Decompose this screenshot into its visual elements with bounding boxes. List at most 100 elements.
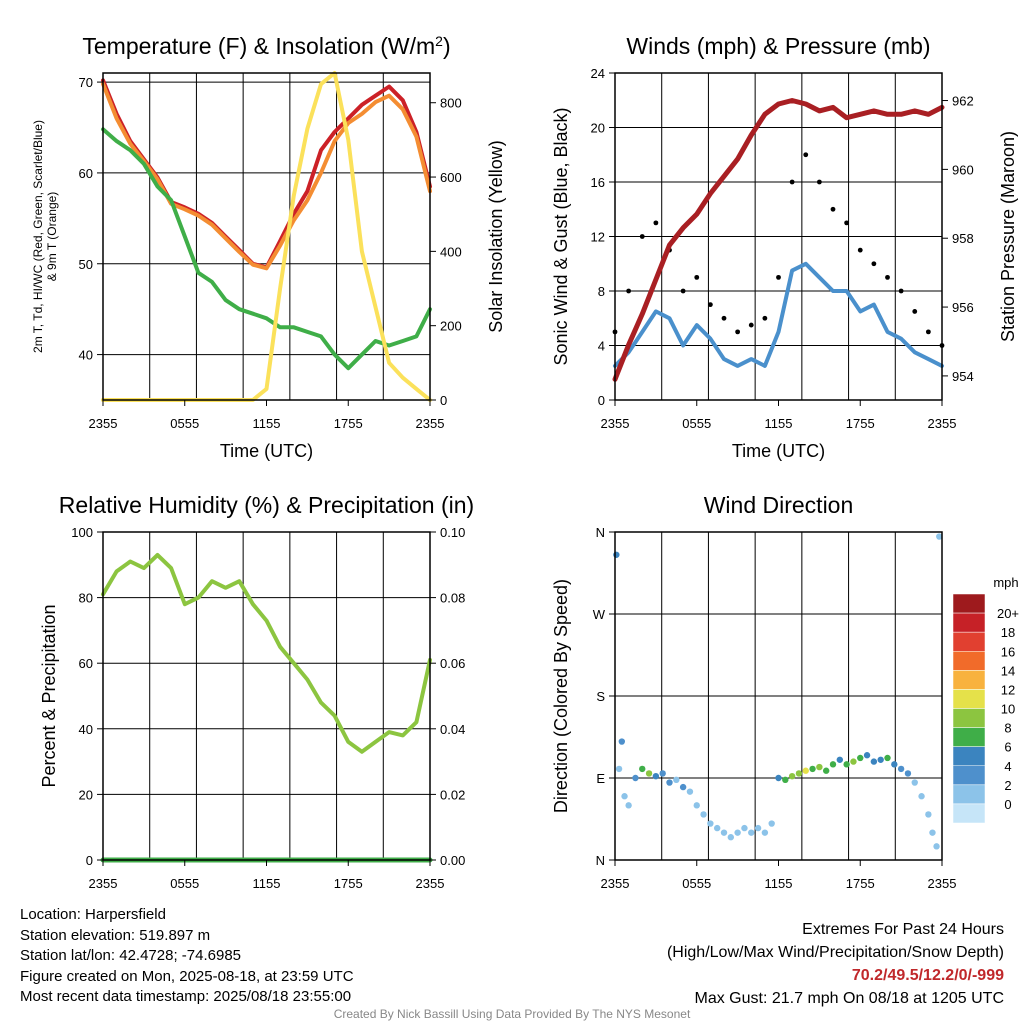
direction-point xyxy=(802,767,809,774)
y-tick-label: N xyxy=(596,525,605,540)
y-tick-label: S xyxy=(596,689,605,704)
colorbar-label: 18 xyxy=(1001,625,1015,640)
direction-point xyxy=(652,772,660,780)
gust-point xyxy=(789,179,795,185)
colorbar-swatch xyxy=(952,593,986,614)
direction-point xyxy=(782,776,789,784)
colorbar-label: 10 xyxy=(1001,702,1015,717)
direction-point xyxy=(904,770,912,777)
x-tick-label: 0555 xyxy=(170,876,199,891)
series-line-3 xyxy=(612,98,945,382)
x-tick-label: 2355 xyxy=(601,876,630,891)
direction-point xyxy=(615,765,623,773)
x-tick-label: 0555 xyxy=(170,416,199,431)
direction-point xyxy=(843,761,850,768)
y2-tick-label: 800 xyxy=(440,96,462,111)
y-tick-label: 40 xyxy=(79,722,93,737)
gust-point xyxy=(653,220,659,226)
y2-tick-label: 0.00 xyxy=(440,853,465,868)
credit-line: Created By Nick Bassill Using Data Provi… xyxy=(333,1007,691,1021)
y-axis-label: 2m T, Td, HI/WC (Red, Green, Scarlet/Blu… xyxy=(31,120,45,353)
x-axis-label: Time (UTC) xyxy=(732,441,825,461)
y-axis-label: Direction (Colored By Speed) xyxy=(551,579,571,813)
x-tick-label: 1755 xyxy=(334,876,363,891)
y-tick-label: 70 xyxy=(79,75,93,90)
gust-point xyxy=(925,329,931,335)
y2-tick-label: 600 xyxy=(440,170,462,185)
y2-tick-label: 0.06 xyxy=(440,656,465,671)
series-line-1 xyxy=(101,553,432,754)
colorbar-label: 12 xyxy=(1001,682,1015,697)
y-tick-label: 20 xyxy=(79,787,93,802)
series-line-1 xyxy=(613,261,944,368)
direction-point xyxy=(673,776,680,784)
gust-point xyxy=(816,179,822,185)
station-location: Location: Harpersfield xyxy=(20,906,166,923)
y-tick-label: 0 xyxy=(86,853,93,868)
grid xyxy=(103,73,430,400)
direction-point xyxy=(679,783,687,791)
panel-1: 40 50 60 70 0 200 400 600 800 2355 0555 1155 1755 235… xyxy=(31,33,506,461)
gust-point xyxy=(857,247,863,253)
gust-point xyxy=(748,322,754,328)
gust-point xyxy=(871,261,877,267)
y-tick-label: 20 xyxy=(591,121,605,136)
gust-point xyxy=(803,152,809,158)
direction-point xyxy=(707,820,714,827)
x-tick-label: 2355 xyxy=(928,876,957,891)
series-line-2 xyxy=(101,81,432,271)
direction-point xyxy=(754,824,762,832)
direction-point xyxy=(775,774,782,782)
direction-point xyxy=(795,770,803,777)
gust-point xyxy=(639,234,645,239)
y-tick-label: 0 xyxy=(598,393,605,408)
direction-point xyxy=(613,551,620,558)
panel-title: Relative Humidity (%) & Precipitation (i… xyxy=(59,492,474,518)
x-tick-label: 1755 xyxy=(846,416,875,431)
grid xyxy=(615,73,942,400)
x-tick-label: 2355 xyxy=(89,876,118,891)
direction-point xyxy=(870,758,878,765)
plot-frame xyxy=(102,531,431,861)
direction-point xyxy=(863,752,871,759)
direction-point xyxy=(925,811,932,818)
colorbar-label: 4 xyxy=(1004,759,1011,774)
direction-point xyxy=(761,829,769,836)
gust-point xyxy=(912,309,918,314)
y-tick-label: 100 xyxy=(71,525,93,540)
y2-axis-label: Solar Insolation (Yellow) xyxy=(486,140,506,332)
y-tick-label: W xyxy=(593,607,606,622)
colorbar-swatch xyxy=(952,765,986,786)
direction-point xyxy=(936,533,943,540)
colorbar-label: 8 xyxy=(1004,721,1011,736)
y-tick-label: 60 xyxy=(79,166,93,181)
direction-point xyxy=(809,765,816,773)
y-axis-label-2: & 9m T (Orange) xyxy=(45,192,59,282)
colorbar-unit: mph xyxy=(993,575,1018,590)
x-tick-label: 1155 xyxy=(765,876,793,891)
y2-tick-label: 0 xyxy=(440,393,447,408)
colorbar-swatch xyxy=(952,631,986,652)
direction-point xyxy=(857,754,864,762)
x-tick-label: 1155 xyxy=(765,416,793,431)
x-tick-label: 1755 xyxy=(334,416,363,431)
gust-point xyxy=(762,315,768,321)
y-tick-label: 80 xyxy=(79,591,93,606)
extremes-box: Extremes For Past 24 Hours (High/Low/Max… xyxy=(584,918,1004,1010)
y2-tick-label: 954 xyxy=(952,369,974,384)
direction-point xyxy=(933,843,940,850)
direction-point xyxy=(918,793,925,800)
y-tick-label: 60 xyxy=(79,656,93,671)
colorbar-label: 6 xyxy=(1004,740,1011,755)
direction-point xyxy=(632,774,639,782)
grid xyxy=(615,532,942,860)
x-tick-label: 2355 xyxy=(928,416,957,431)
direction-point xyxy=(621,793,628,800)
direction-point xyxy=(884,754,891,762)
panel-2: 0 4 8 12 16 20 24 954 956 958 960 962 2355 0555 1155 17… xyxy=(551,33,1018,461)
direction-point xyxy=(625,802,632,809)
direction-point xyxy=(748,829,755,836)
direction-point xyxy=(734,829,741,836)
direction-point xyxy=(618,738,626,745)
colorbar-label: 16 xyxy=(1001,644,1015,659)
